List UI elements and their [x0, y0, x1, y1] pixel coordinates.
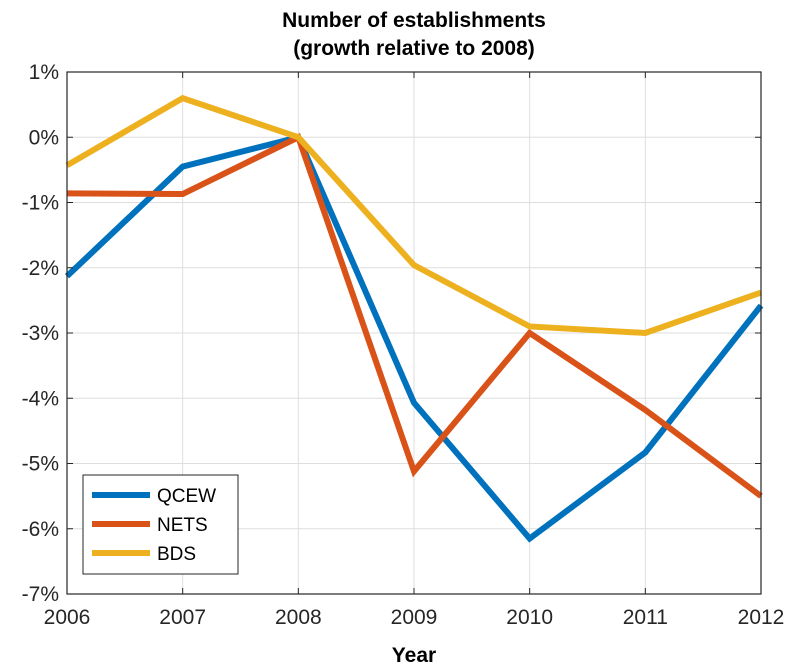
chart-title-line-2: (growth relative to 2008) — [293, 37, 535, 60]
x-axis-ticks: 2006 2007 2008 2009 2010 2011 2012 — [44, 72, 785, 629]
x-tick-label: 2010 — [506, 606, 553, 629]
y-tick-label: 0% — [29, 126, 59, 149]
data-series — [64, 94, 764, 543]
y-tick-label: -5% — [22, 453, 59, 476]
y-tick-label: -4% — [22, 387, 59, 410]
x-tick-label: 2008 — [275, 606, 322, 629]
y-tick-label: -6% — [22, 518, 59, 541]
series-line-bds — [65, 94, 762, 337]
legend-label-nets: NETS — [157, 515, 208, 536]
x-tick-label: 2009 — [391, 606, 438, 629]
series-line-qcew — [64, 133, 764, 543]
legend-label-qcew: QCEW — [157, 486, 216, 507]
x-tick-label: 2011 — [623, 606, 668, 629]
x-tick-label: 2012 — [738, 606, 785, 629]
y-axis-ticks: 1% 0% -1% -2% -3% -4% -5% -6% -7% — [22, 61, 761, 606]
y-tick-label: -1% — [22, 192, 59, 215]
legend: QCEW NETS BDS — [82, 474, 239, 575]
x-axis-label: Year — [392, 644, 436, 667]
y-tick-label: -3% — [22, 322, 59, 345]
y-tick-label: 1% — [29, 61, 59, 84]
chart-title-line-1: Number of establishments — [282, 9, 546, 32]
y-tick-label: -7% — [22, 583, 59, 606]
legend-label-bds: BDS — [157, 544, 196, 565]
x-tick-label: 2006 — [44, 606, 91, 629]
x-tick-label: 2007 — [159, 606, 206, 629]
y-tick-label: -2% — [22, 257, 59, 280]
series-line-nets — [66, 133, 763, 499]
